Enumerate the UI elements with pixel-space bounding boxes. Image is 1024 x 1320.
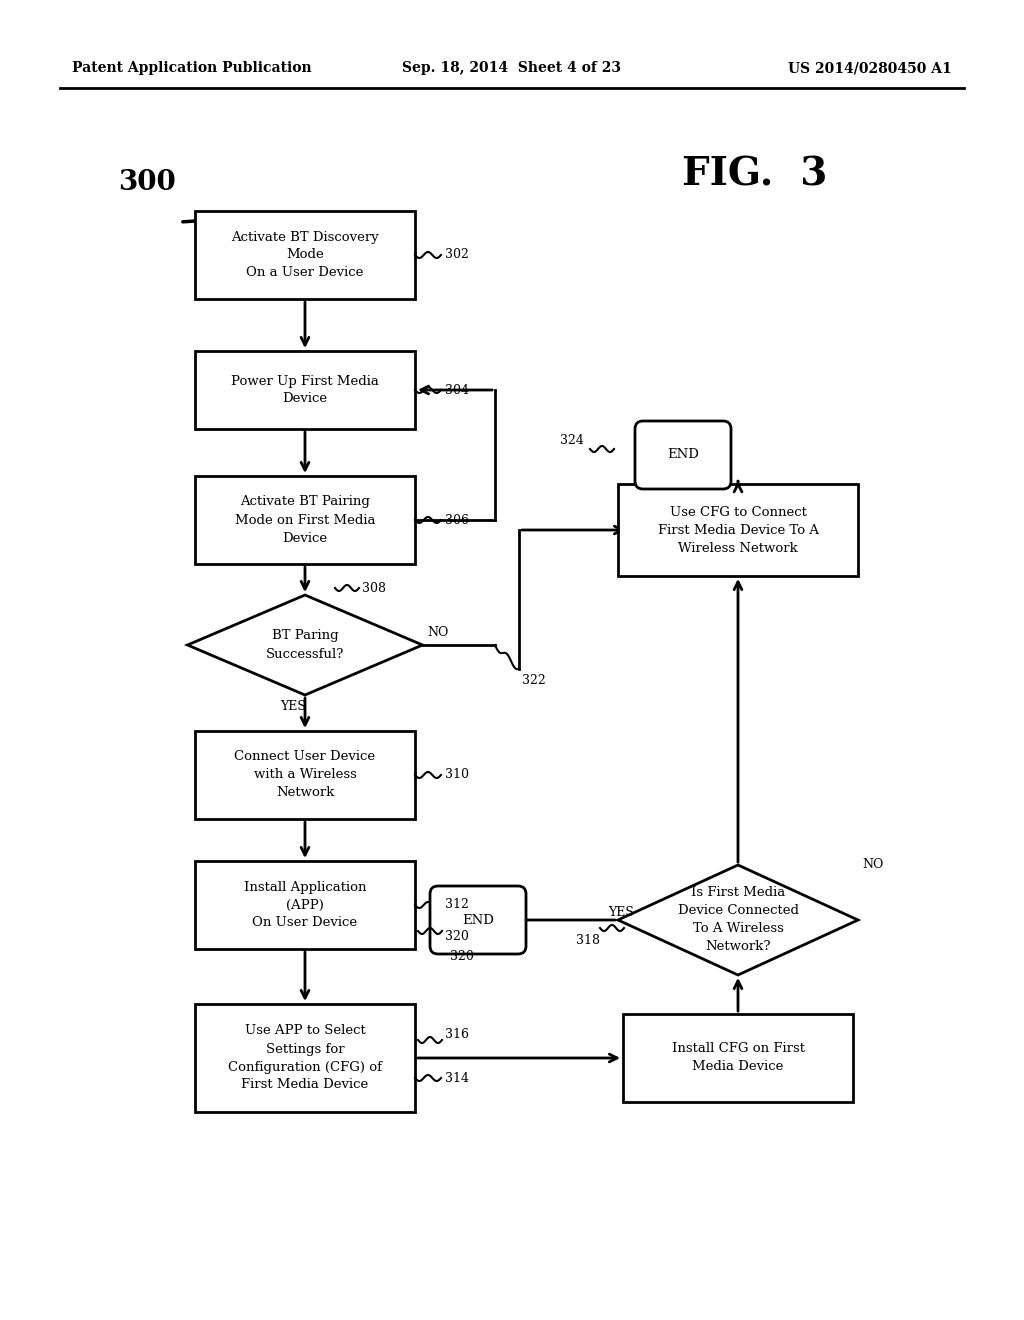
- Text: END: END: [462, 913, 494, 927]
- Polygon shape: [187, 595, 423, 696]
- Text: Activate BT Pairing
Mode on First Media
Device: Activate BT Pairing Mode on First Media …: [234, 495, 375, 544]
- Bar: [623, 1014, 853, 1102]
- Text: 320: 320: [450, 949, 474, 962]
- Bar: [195, 211, 415, 300]
- Text: 314: 314: [445, 1072, 469, 1085]
- Text: 316: 316: [445, 1027, 469, 1040]
- Text: 320: 320: [445, 931, 469, 944]
- Text: Use CFG to Connect
First Media Device To A
Wireless Network: Use CFG to Connect First Media Device To…: [657, 506, 818, 554]
- Text: Sep. 18, 2014  Sheet 4 of 23: Sep. 18, 2014 Sheet 4 of 23: [402, 61, 622, 75]
- Text: 306: 306: [445, 513, 469, 527]
- Text: FIG.  3: FIG. 3: [682, 156, 827, 194]
- Bar: [195, 861, 415, 949]
- Bar: [195, 731, 415, 818]
- Text: END: END: [667, 449, 699, 462]
- Text: Patent Application Publication: Patent Application Publication: [72, 61, 311, 75]
- FancyBboxPatch shape: [430, 886, 526, 954]
- Text: 300: 300: [118, 169, 176, 195]
- Text: 322: 322: [522, 675, 546, 688]
- Text: Install Application
(APP)
On User Device: Install Application (APP) On User Device: [244, 880, 367, 929]
- Text: Connect User Device
with a Wireless
Network: Connect User Device with a Wireless Netw…: [234, 751, 376, 800]
- FancyBboxPatch shape: [635, 421, 731, 488]
- Text: YES: YES: [280, 701, 306, 714]
- Text: 308: 308: [362, 582, 386, 594]
- Bar: [618, 484, 858, 576]
- Bar: [195, 477, 415, 564]
- Text: NO: NO: [427, 627, 449, 639]
- Text: Install CFG on First
Media Device: Install CFG on First Media Device: [672, 1043, 805, 1073]
- Text: 310: 310: [445, 768, 469, 781]
- Text: YES: YES: [608, 906, 634, 919]
- Text: Power Up First Media
Device: Power Up First Media Device: [231, 375, 379, 405]
- Text: 312: 312: [445, 899, 469, 912]
- Text: 304: 304: [445, 384, 469, 396]
- Text: Activate BT Discovery
Mode
On a User Device: Activate BT Discovery Mode On a User Dev…: [231, 231, 379, 280]
- Text: US 2014/0280450 A1: US 2014/0280450 A1: [788, 61, 952, 75]
- Text: BT Paring
Successful?: BT Paring Successful?: [266, 630, 344, 660]
- Text: 302: 302: [445, 248, 469, 261]
- Text: Is First Media
Device Connected
To A Wireless
Network?: Is First Media Device Connected To A Wir…: [678, 887, 799, 953]
- Bar: [195, 351, 415, 429]
- Polygon shape: [618, 865, 858, 975]
- Text: 324: 324: [560, 434, 584, 447]
- Text: NO: NO: [862, 858, 884, 871]
- Bar: [195, 1005, 415, 1111]
- Text: Use APP to Select
Settings for
Configuration (CFG) of
First Media Device: Use APP to Select Settings for Configura…: [228, 1024, 382, 1092]
- Text: 318: 318: [575, 933, 600, 946]
